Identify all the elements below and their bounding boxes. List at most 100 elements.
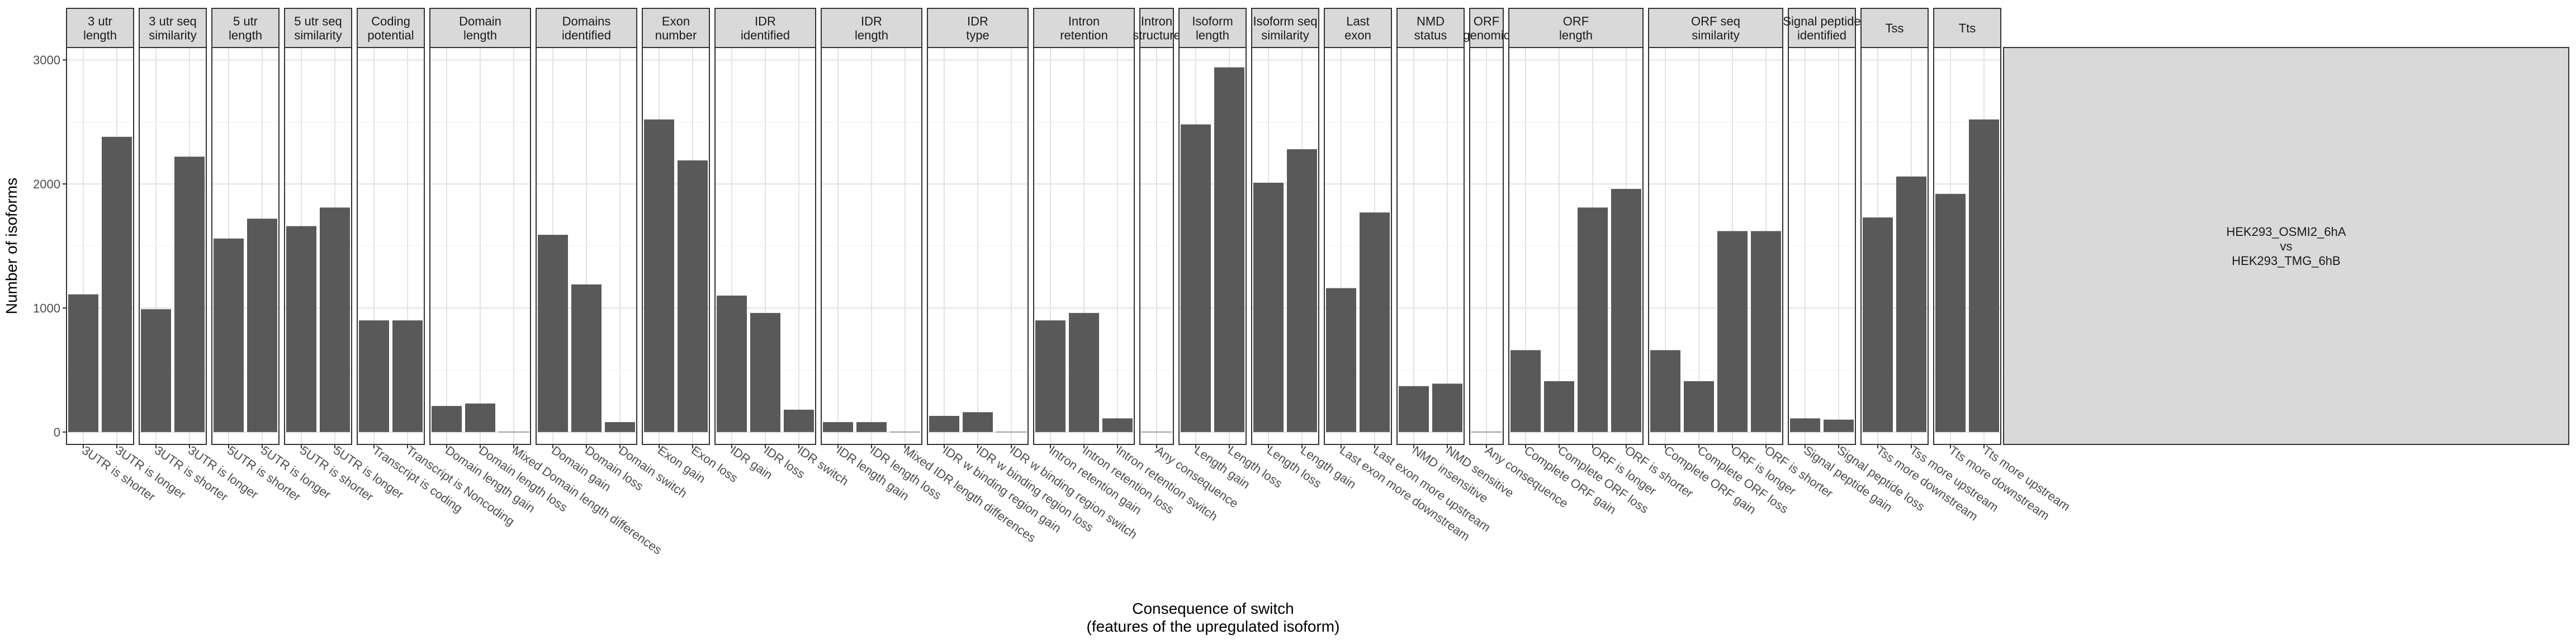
- facet-strip-label: genomic: [1463, 29, 1509, 42]
- facet-strip: [642, 8, 710, 48]
- bar: [1035, 320, 1066, 432]
- bar: [1510, 350, 1541, 432]
- bar: [1717, 231, 1748, 432]
- x-axis-title-line-2: (features of the upregulated isoform): [1087, 618, 1340, 635]
- facet-strip-label: identified: [1797, 29, 1846, 42]
- bar: [1253, 182, 1284, 432]
- facet-strip-label: length: [855, 29, 888, 42]
- row-strip: [2003, 47, 2569, 445]
- facet-strip-label: 3 utr seq: [149, 15, 197, 29]
- facet-strip-label: length: [463, 29, 497, 42]
- facet-strip-label: retention: [1060, 29, 1108, 42]
- facet-strip-label: number: [655, 29, 697, 42]
- bar: [1824, 419, 1854, 432]
- facet-strip: [1178, 8, 1247, 48]
- facet-strip-label: Intron: [1141, 15, 1172, 29]
- facet-strip-label: IDR: [861, 15, 882, 29]
- facet-strip: [1139, 8, 1174, 48]
- bar: [1611, 188, 1641, 432]
- facet-strip-label: type: [966, 29, 989, 42]
- facet-strip: [1648, 8, 1783, 48]
- bar: [1432, 383, 1462, 432]
- facet-strip: [1324, 8, 1392, 48]
- facet-strip-label: similarity: [1692, 29, 1740, 42]
- bar: [174, 157, 205, 432]
- bar: [1287, 149, 1317, 432]
- panel-border: [1396, 47, 1465, 445]
- row-strip-label: vs: [2280, 239, 2293, 253]
- facet-strip-label: structure: [1133, 29, 1181, 42]
- bar: [678, 160, 708, 432]
- bar: [1863, 217, 1893, 432]
- facet-strip-label: Isoform seq: [1253, 15, 1318, 29]
- facet-strip-label: ORF: [1563, 15, 1589, 29]
- bar: [247, 219, 277, 432]
- bar: [1790, 418, 1820, 432]
- bar: [538, 235, 568, 432]
- facet-strip: [284, 8, 352, 48]
- facet-strip: [1251, 8, 1319, 48]
- facet-strip-label: similarity: [149, 29, 197, 42]
- y-tick-label: 1000: [33, 301, 60, 315]
- y-tick-label: 2000: [33, 177, 60, 191]
- bar: [644, 119, 674, 432]
- facet-strip: [357, 8, 425, 48]
- facet-strip: [714, 8, 816, 48]
- facet-strip-label: Intron: [1068, 15, 1100, 29]
- bar: [465, 403, 495, 432]
- facet-strip: [66, 8, 134, 48]
- bar: [856, 422, 887, 432]
- panel-border: [1178, 47, 1247, 445]
- facet-strip-label: length: [229, 29, 262, 42]
- facet-strip-label: Isoform: [1192, 15, 1233, 29]
- facet-strip-label: Last: [1346, 15, 1370, 29]
- bar: [432, 406, 462, 432]
- bar: [1969, 119, 1999, 432]
- bar: [823, 422, 853, 432]
- facet-strip-label: length: [1196, 29, 1229, 42]
- bar: [1684, 381, 1714, 432]
- facet-strip-label: 5 utr seq: [294, 15, 342, 29]
- facet-strip-label: Tts: [1959, 21, 1976, 35]
- facet-strip-label: Domain: [459, 15, 501, 29]
- facet-strip: [927, 8, 1029, 48]
- panel-border: [642, 47, 710, 445]
- facet-strip-label: IDR: [967, 15, 988, 29]
- facet-strip-label: identified: [741, 29, 790, 42]
- y-tick-label: 3000: [33, 53, 60, 67]
- panel-border: [1324, 47, 1392, 445]
- y-tick-label: 0: [54, 425, 60, 439]
- bar: [1650, 350, 1680, 432]
- facet-strip-label: Tss: [1886, 21, 1904, 35]
- facet-strip: [1396, 8, 1465, 48]
- bar: [102, 136, 132, 432]
- bar: [1069, 312, 1099, 432]
- bar: [963, 412, 993, 432]
- bar: [750, 312, 780, 432]
- panel-border: [1788, 47, 1856, 445]
- facet-strip: [429, 8, 531, 48]
- bar: [1214, 67, 1244, 432]
- bar: [1578, 207, 1608, 432]
- facet-strip: [1469, 8, 1504, 48]
- row-strip-label: HEK293_TMG_6hB: [2232, 254, 2340, 268]
- facet-strip-label: similarity: [1261, 29, 1309, 42]
- bar: [1896, 176, 1926, 432]
- bar: [392, 320, 423, 432]
- facet-strip-label: exon: [1344, 29, 1371, 42]
- facet-strip: [1933, 8, 2001, 48]
- bar: [320, 207, 350, 432]
- bar: [1181, 124, 1211, 432]
- panel-border: [211, 47, 280, 445]
- panel-border: [1508, 47, 1644, 445]
- facet-strip: [1508, 8, 1644, 48]
- y-axis-title: Number of isoforms: [3, 178, 20, 314]
- bar: [1751, 231, 1781, 432]
- facet-strip-label: IDR: [755, 15, 776, 29]
- facet-strip-label: NMD: [1417, 15, 1445, 29]
- facet-strip-label: ORF: [1474, 15, 1499, 29]
